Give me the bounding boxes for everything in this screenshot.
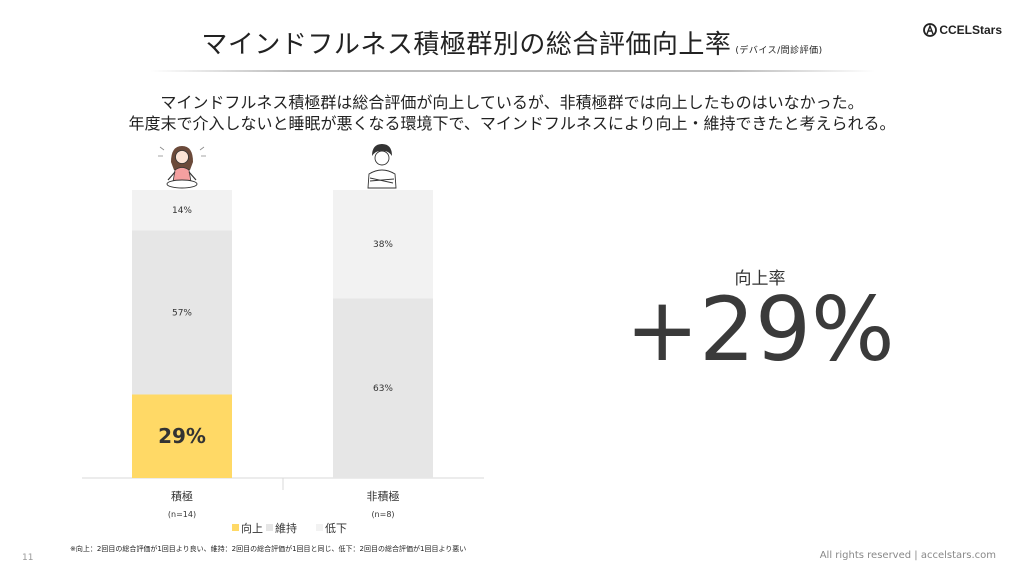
logo-a-icon bbox=[923, 23, 938, 37]
page-title: マインドフルネス積極群別の総合評価向上率 (デバイス/問診評価) bbox=[0, 24, 1024, 61]
data-label-improve-1: 29% bbox=[158, 424, 206, 448]
legend-swatch-2 bbox=[266, 524, 273, 531]
chart-icons bbox=[158, 144, 397, 189]
bar-segment-maintain-2 bbox=[333, 298, 433, 478]
company-logo: CCELStars bbox=[923, 22, 1002, 38]
legend-label-1: 向上 bbox=[241, 521, 263, 535]
summary-line-2: 年度末で介入しないと睡眠が悪くなる環境下で、マインドフルネスにより向上・維持でき… bbox=[128, 114, 896, 133]
data-label-maintain-2: 63% bbox=[373, 384, 393, 394]
category-label-1: 積極 bbox=[171, 489, 193, 503]
data-label-decline-2: 38% bbox=[373, 240, 393, 250]
chart-legend: 向上 維持 低下 bbox=[232, 521, 347, 535]
bars-group: 29%57%14%0%63%38% bbox=[132, 190, 433, 479]
title-text: マインドフルネス積極群別の総合評価向上率 bbox=[201, 30, 732, 60]
bar-segment-decline-1 bbox=[132, 190, 232, 231]
meditating-person-icon bbox=[158, 146, 206, 189]
rate-label: 向上率 bbox=[734, 269, 786, 289]
footnote: ※向上：2回目の総合評価が1回目より良い、維持：2回目の総合評価が1回目と同じ、… bbox=[70, 545, 467, 553]
logo-text: CCELStars bbox=[939, 23, 1002, 37]
summary-line-1: マインドフルネス積極群は総合評価が向上しているが、非積極群では向上したものはいな… bbox=[160, 93, 864, 112]
data-label-decline-1: 14% bbox=[172, 206, 192, 216]
summary-text: マインドフルネス積極群は総合評価が向上しているが、非積極群では向上したものはいな… bbox=[0, 92, 1024, 134]
category-note-2: (n=8) bbox=[371, 510, 394, 519]
copyright: All rights reserved | accelstars.com bbox=[819, 550, 996, 561]
title-divider bbox=[150, 70, 875, 72]
legend-swatch-3 bbox=[316, 524, 323, 531]
rate-value: +29% bbox=[625, 278, 895, 381]
bar-segment-decline-2 bbox=[333, 190, 433, 299]
legend-label-2: 維持 bbox=[275, 521, 297, 535]
category-note-1: (n=14) bbox=[168, 510, 196, 519]
category-label-2: 非積極 bbox=[367, 489, 400, 503]
person-arms-crossed-icon bbox=[367, 144, 397, 189]
bar-segment-maintain-1 bbox=[132, 230, 232, 395]
legend-swatch-1 bbox=[232, 524, 239, 531]
data-label-maintain-1: 57% bbox=[172, 308, 192, 318]
page-number: 11 bbox=[22, 553, 34, 563]
title-note: (デバイス/問診評価) bbox=[735, 46, 823, 56]
bar-segment-improve-1 bbox=[132, 394, 232, 478]
legend-label-3: 低下 bbox=[325, 522, 347, 535]
category-labels: 積極 (n=14) 非積極 (n=8) bbox=[168, 489, 400, 519]
